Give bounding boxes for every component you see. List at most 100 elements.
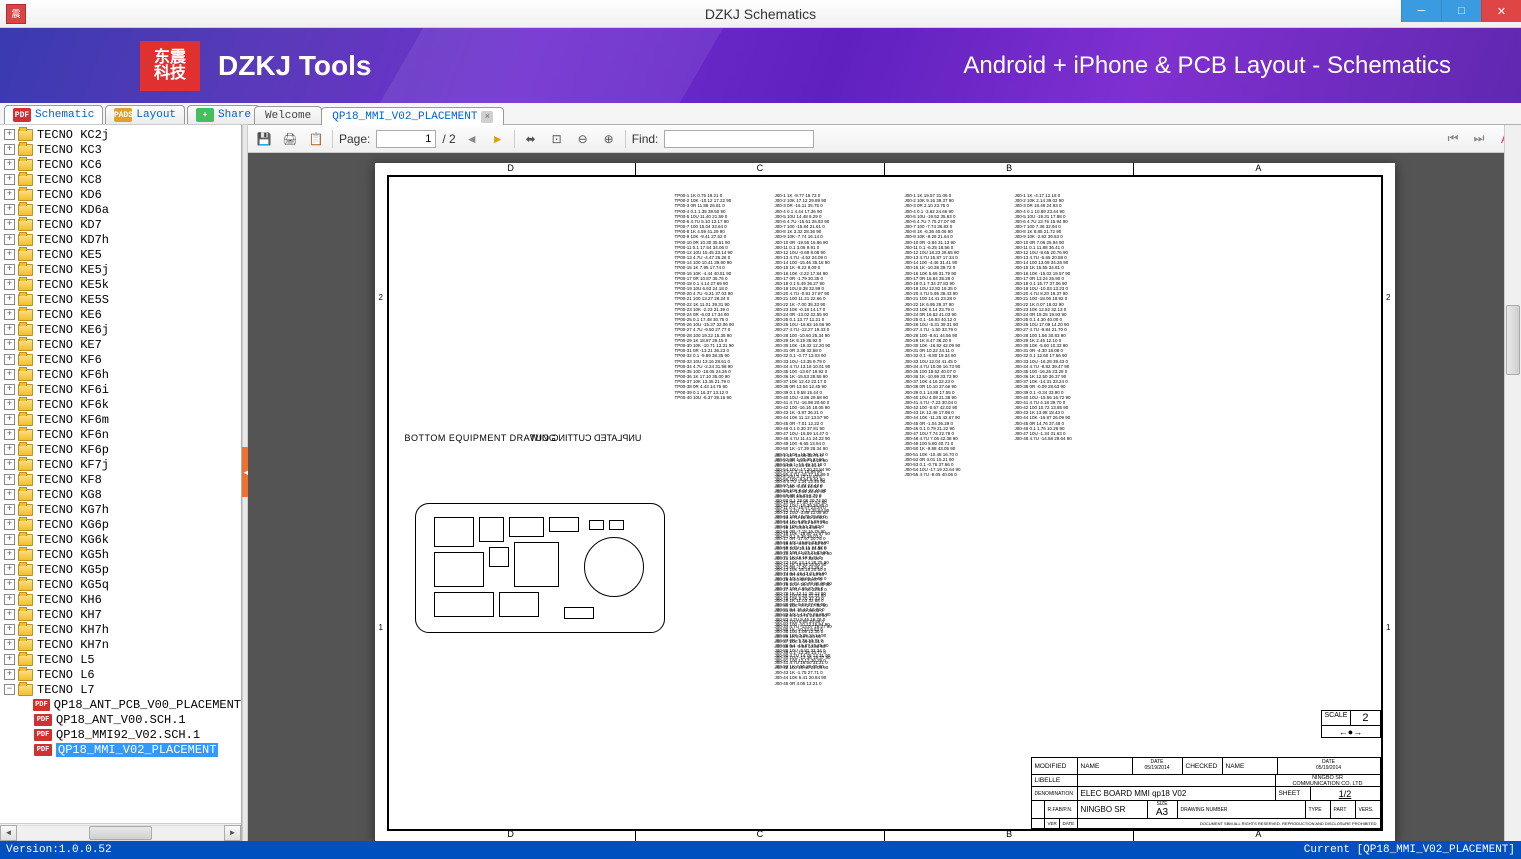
tree-folder[interactable]: +TECNO KC2j (0, 127, 241, 142)
expand-icon[interactable]: + (4, 189, 15, 200)
tree-folder[interactable]: +TECNO L5 (0, 652, 241, 667)
close-icon[interactable]: × (481, 111, 493, 123)
tree-folder[interactable]: +TECNO KE5j (0, 262, 241, 277)
tree-folder[interactable]: +TECNO L6 (0, 667, 241, 682)
scroll-right-button[interactable]: ► (224, 825, 241, 841)
collapse-icon[interactable]: − (4, 684, 15, 695)
tree-folder[interactable]: +TECNO KG5h (0, 547, 241, 562)
tree-folder[interactable]: +TECNO KH6 (0, 592, 241, 607)
expand-icon[interactable]: + (4, 249, 15, 260)
expand-icon[interactable]: + (4, 129, 15, 140)
expand-icon[interactable]: + (4, 414, 15, 425)
tree-folder[interactable]: +TECNO KD6 (0, 187, 241, 202)
tree-folder[interactable]: +TECNO KE5 (0, 247, 241, 262)
expand-icon[interactable]: + (4, 384, 15, 395)
tree-folder[interactable]: +TECNO KD7 (0, 217, 241, 232)
fit-page-icon[interactable]: ⊡ (547, 129, 567, 149)
scrollbar-thumb[interactable] (1506, 305, 1520, 375)
expand-icon[interactable]: + (4, 594, 15, 605)
tree-folder[interactable]: +TECNO KH7h (0, 622, 241, 637)
tree-folder[interactable]: +TECNO KH7 (0, 607, 241, 622)
page-input[interactable] (376, 130, 436, 148)
expand-icon[interactable]: + (4, 504, 15, 515)
doc-tab-placement[interactable]: QP18_MMI_V02_PLACEMENT × (321, 107, 504, 125)
tree-folder[interactable]: +TECNO KE7 (0, 337, 241, 352)
next-page-icon[interactable]: ► (488, 129, 508, 149)
tree-folder[interactable]: +TECNO KE6 (0, 307, 241, 322)
file-tree[interactable]: +TECNO KC2j+TECNO KC3+TECNO KC6+TECNO KC… (0, 125, 241, 823)
expand-icon[interactable]: + (4, 429, 15, 440)
scroll-track[interactable] (17, 825, 224, 841)
expand-icon[interactable]: + (4, 339, 15, 350)
first-icon[interactable]: ⏮ (1443, 129, 1463, 149)
sidebar-scrollbar[interactable]: ◄ ► (0, 823, 241, 841)
expand-icon[interactable]: + (4, 324, 15, 335)
tree-folder[interactable]: +TECNO KG8 (0, 487, 241, 502)
expand-icon[interactable]: + (4, 309, 15, 320)
tree-folder[interactable]: +TECNO KE5k (0, 277, 241, 292)
tree-folder[interactable]: +TECNO KF7j (0, 457, 241, 472)
expand-icon[interactable]: + (4, 669, 15, 680)
save-icon[interactable]: 💾 (254, 129, 274, 149)
expand-icon[interactable]: + (4, 534, 15, 545)
tree-folder[interactable]: +TECNO KF6h (0, 367, 241, 382)
minimize-button[interactable]: ─ (1401, 0, 1441, 22)
tree-folder[interactable]: +TECNO KE6j (0, 322, 241, 337)
zoom-in-icon[interactable]: ⊕ (599, 129, 619, 149)
expand-icon[interactable]: + (4, 519, 15, 530)
tree-file[interactable]: PDFQP18_MMI_V02_PLACEMENT (0, 742, 241, 757)
tree-folder[interactable]: +TECNO KF6 (0, 352, 241, 367)
tree-file[interactable]: PDFQP18_MMI92_V02.SCH.1 (0, 727, 241, 742)
tree-folder[interactable]: +TECNO KG5p (0, 562, 241, 577)
tree-folder-expanded[interactable]: −TECNO L7 (0, 682, 241, 697)
zoom-out-icon[interactable]: ⊖ (573, 129, 593, 149)
expand-icon[interactable]: + (4, 234, 15, 245)
expand-icon[interactable]: + (4, 399, 15, 410)
expand-icon[interactable]: + (4, 489, 15, 500)
find-input[interactable] (664, 130, 814, 148)
print-icon[interactable]: 🖨 (280, 129, 300, 149)
tree-folder[interactable]: +TECNO KF8 (0, 472, 241, 487)
tree-folder[interactable]: +TECNO KF6p (0, 442, 241, 457)
expand-icon[interactable]: + (4, 624, 15, 635)
maximize-button[interactable]: □ (1441, 0, 1481, 22)
expand-icon[interactable]: + (4, 579, 15, 590)
expand-icon[interactable]: + (4, 159, 15, 170)
expand-icon[interactable]: + (4, 549, 15, 560)
tree-file[interactable]: PDFQP18_ANT_PCB_V00_PLACEMENT (0, 697, 241, 712)
tree-folder[interactable]: +TECNO KH7n (0, 637, 241, 652)
expand-icon[interactable]: + (4, 144, 15, 155)
expand-icon[interactable]: + (4, 564, 15, 575)
expand-icon[interactable]: + (4, 264, 15, 275)
doc-tab-welcome[interactable]: Welcome (254, 106, 322, 124)
expand-icon[interactable]: + (4, 609, 15, 620)
window-scrollbar[interactable] (1504, 125, 1521, 841)
tree-folder[interactable]: +TECNO KG5q (0, 577, 241, 592)
expand-icon[interactable]: + (4, 639, 15, 650)
expand-icon[interactable]: + (4, 654, 15, 665)
tree-folder[interactable]: +TECNO KF6m (0, 412, 241, 427)
tree-folder[interactable]: +TECNO KD7h (0, 232, 241, 247)
tree-folder[interactable]: +TECNO KC8 (0, 172, 241, 187)
expand-icon[interactable]: + (4, 459, 15, 470)
tree-file[interactable]: PDFQP18_ANT_V00.SCH.1 (0, 712, 241, 727)
tab-layout[interactable]: PADS Layout (105, 105, 185, 124)
expand-icon[interactable]: + (4, 219, 15, 230)
tree-folder[interactable]: +TECNO KD6a (0, 202, 241, 217)
tree-folder[interactable]: +TECNO KF6i (0, 382, 241, 397)
expand-icon[interactable]: + (4, 444, 15, 455)
tree-folder[interactable]: +TECNO KG6k (0, 532, 241, 547)
fit-width-icon[interactable]: ⬌ (521, 129, 541, 149)
scroll-thumb[interactable] (89, 826, 151, 840)
copy-icon[interactable]: 📋 (306, 129, 326, 149)
expand-icon[interactable]: + (4, 294, 15, 305)
expand-icon[interactable]: + (4, 354, 15, 365)
tree-folder[interactable]: +TECNO KF6k (0, 397, 241, 412)
tree-folder[interactable]: +TECNO KC3 (0, 142, 241, 157)
pdf-viewer[interactable]: D C B A 2 1 2 1 BOTTOM EQUIPMENT DRAWING… (248, 153, 1521, 841)
tree-folder[interactable]: +TECNO KC6 (0, 157, 241, 172)
close-button[interactable]: ✕ (1481, 0, 1521, 22)
tree-folder[interactable]: +TECNO KG6p (0, 517, 241, 532)
tree-folder[interactable]: +TECNO KF6n (0, 427, 241, 442)
expand-icon[interactable]: + (4, 174, 15, 185)
